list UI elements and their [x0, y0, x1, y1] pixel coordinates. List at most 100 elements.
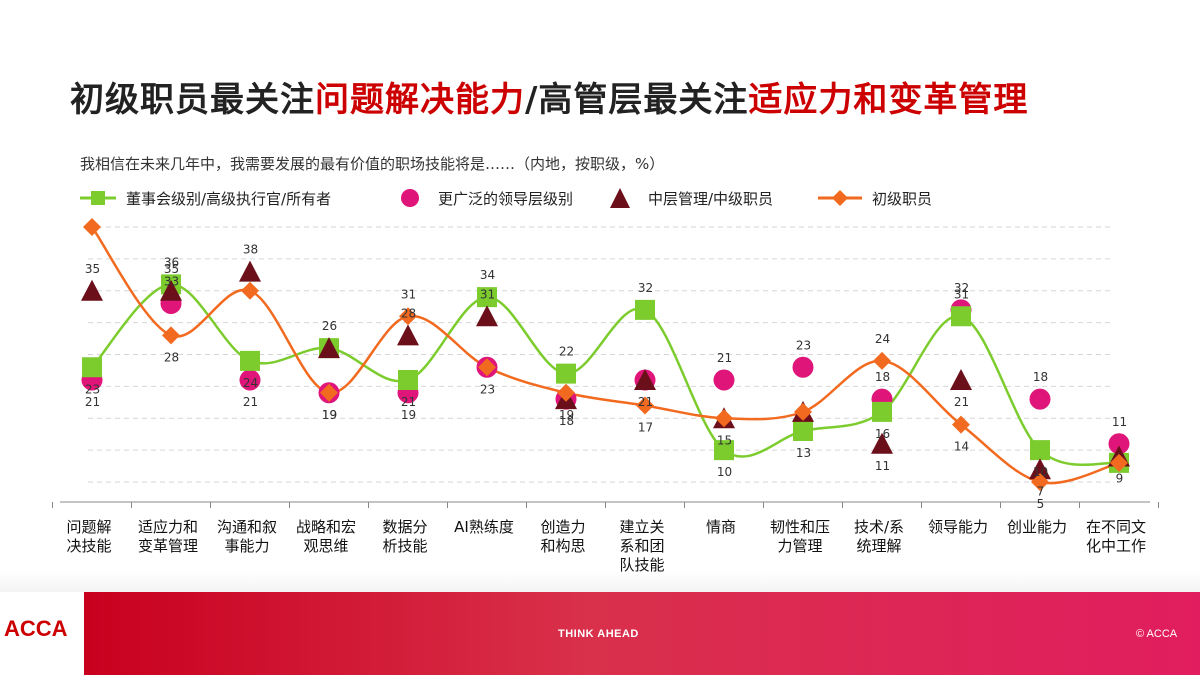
footer-fade [0, 572, 1200, 592]
data-point-diamond [320, 383, 338, 402]
x-tick-label: 系和团 [619, 537, 664, 555]
data-point-triangle [239, 260, 261, 282]
data-point-diamond [478, 358, 496, 377]
data-point-diamond [557, 383, 575, 402]
footer-copyright: © ACCA [1136, 628, 1178, 640]
x-tick-label: 韧性和压 [770, 518, 830, 536]
legend-marker-square-icon [80, 191, 116, 205]
data-label: 23 [796, 338, 811, 352]
data-point-square [793, 421, 813, 441]
x-tick-label: 问题解 [66, 518, 111, 536]
data-label: 19 [322, 408, 337, 422]
x-tick-label: 力管理 [777, 537, 822, 555]
x-tick-label: 创业能力 [1007, 518, 1067, 536]
footer-tagline: THINK AHEAD [558, 628, 639, 640]
legend-label-series-3: 中层管理/中级职员 [648, 189, 774, 208]
data-label: 5 [1037, 497, 1045, 511]
data-label: 16 [875, 427, 890, 441]
data-label: 28 [401, 306, 416, 320]
x-tick-label: 领导能力 [928, 518, 988, 536]
x-tick-label: 析技能 [382, 537, 427, 555]
x-tick-label: 和构思 [540, 537, 585, 555]
data-point-triangle [476, 305, 498, 327]
x-tick-label: 建立关 [619, 518, 664, 536]
data-label: 35 [85, 262, 100, 276]
data-label: 18 [875, 370, 890, 384]
data-point-diamond [399, 307, 417, 326]
data-label: 24 [243, 376, 258, 390]
data-label: 38 [243, 243, 258, 257]
data-label: 24 [875, 332, 890, 346]
data-label: 17 [638, 421, 653, 435]
data-label: 10 [1033, 465, 1048, 479]
data-point-triangle [871, 432, 893, 454]
data-point-triangle [318, 337, 340, 359]
data-point-square [635, 299, 655, 320]
data-label: 31 [401, 287, 416, 301]
logo-box: ACCA [0, 592, 84, 675]
title-part-2: 问题解决能力 [315, 80, 525, 120]
legend-marker-triangle-icon [610, 188, 630, 208]
data-point-diamond [873, 351, 891, 370]
data-point-triangle [160, 279, 182, 301]
data-point-square [951, 306, 971, 327]
data-label: 11 [875, 459, 890, 473]
data-point-square [240, 350, 260, 371]
data-label: 23 [85, 382, 100, 396]
legend-item-series-4: 初级职员 [818, 185, 932, 211]
data-label: 26 [322, 319, 337, 333]
data-point-square [714, 440, 734, 461]
x-tick-label: 队技能 [619, 556, 664, 574]
title-part-3: /高管层最关注 [525, 80, 749, 120]
chart-subtitle: 我相信在未来几年中，我需要发展的最有价值的职场技能将是……（内地，按职级，%） [80, 155, 665, 173]
data-point-square [398, 370, 418, 390]
data-point-diamond [162, 326, 180, 345]
data-point-diamond [1031, 473, 1049, 491]
data-point-circle [1108, 433, 1130, 455]
legend-item-series-1: 董事会级别/高级执行官/所有者 [80, 185, 331, 211]
legend-marker-diamond-icon [818, 190, 862, 206]
data-point-triangle [634, 369, 656, 390]
data-label: 18 [1033, 370, 1048, 384]
data-label: 9 [1116, 472, 1124, 486]
data-point-circle [792, 356, 814, 378]
legend-item-series-2: 更广泛的领导层级别 [392, 185, 573, 211]
data-point-diamond [952, 415, 970, 434]
chart-legend: 董事会级别/高级执行官/所有者 更广泛的领导层级别 中层管理/中级职员 初级职员 [80, 185, 1190, 211]
title-part-1: 初级职员最关注 [70, 80, 315, 120]
legend-label-series-4: 初级职员 [872, 189, 933, 208]
data-point-circle [1029, 388, 1051, 410]
data-label: 34 [480, 268, 495, 282]
title-part-4: 适应力和变革管理 [748, 80, 1029, 120]
footer-band [84, 592, 1200, 675]
footer: ACCA THINK AHEAD © ACCA [0, 592, 1200, 675]
data-label: 19 [401, 408, 416, 422]
data-point-square [872, 401, 892, 422]
data-point-triangle [81, 279, 103, 301]
data-label: 21 [243, 395, 258, 409]
data-label: 23 [480, 382, 495, 396]
data-label: 35 [164, 262, 179, 276]
data-point-circle [239, 369, 261, 391]
data-label: 11 [1112, 415, 1127, 429]
x-tick-label: 化中工作 [1086, 537, 1146, 555]
data-point-diamond [636, 396, 654, 415]
data-label: 19 [559, 408, 574, 422]
x-tick-label: 数据分 [382, 518, 427, 536]
data-label: 21 [954, 395, 969, 409]
x-tick-label: 统理解 [856, 537, 901, 555]
data-label: 28 [164, 350, 179, 364]
x-tick-label: 决技能 [66, 537, 111, 555]
data-label: 21 [638, 395, 653, 409]
x-tick-label: 创造力 [540, 518, 585, 536]
legend-item-series-3: 中层管理/中级职员 [602, 185, 773, 211]
data-point-triangle [1029, 458, 1051, 480]
page-title: 初级职员最关注问题解决能力/高管层最关注适应力和变革管理 [70, 72, 1028, 121]
legend-label-series-2: 更广泛的领导层级别 [438, 189, 574, 208]
data-point-triangle [397, 324, 419, 346]
data-point-diamond [794, 402, 812, 421]
x-tick-label: 战略和宏 [296, 518, 356, 536]
data-point-diamond [83, 218, 101, 236]
data-point-triangle [950, 369, 972, 390]
